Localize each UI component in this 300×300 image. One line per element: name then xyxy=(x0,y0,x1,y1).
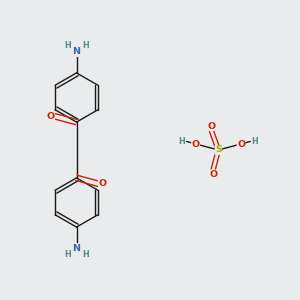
Text: O: O xyxy=(98,179,106,188)
Text: H: H xyxy=(178,137,185,146)
Text: O: O xyxy=(192,140,200,149)
Text: S: S xyxy=(215,146,222,154)
Text: H: H xyxy=(82,250,89,259)
Text: N: N xyxy=(73,47,80,56)
Text: O: O xyxy=(209,170,217,179)
Text: H: H xyxy=(64,41,71,50)
Text: H: H xyxy=(64,250,71,259)
Text: O: O xyxy=(237,140,245,149)
Text: O: O xyxy=(207,122,215,130)
Text: O: O xyxy=(46,112,55,121)
Text: H: H xyxy=(252,137,259,146)
Text: H: H xyxy=(82,41,89,50)
Text: N: N xyxy=(73,244,80,253)
